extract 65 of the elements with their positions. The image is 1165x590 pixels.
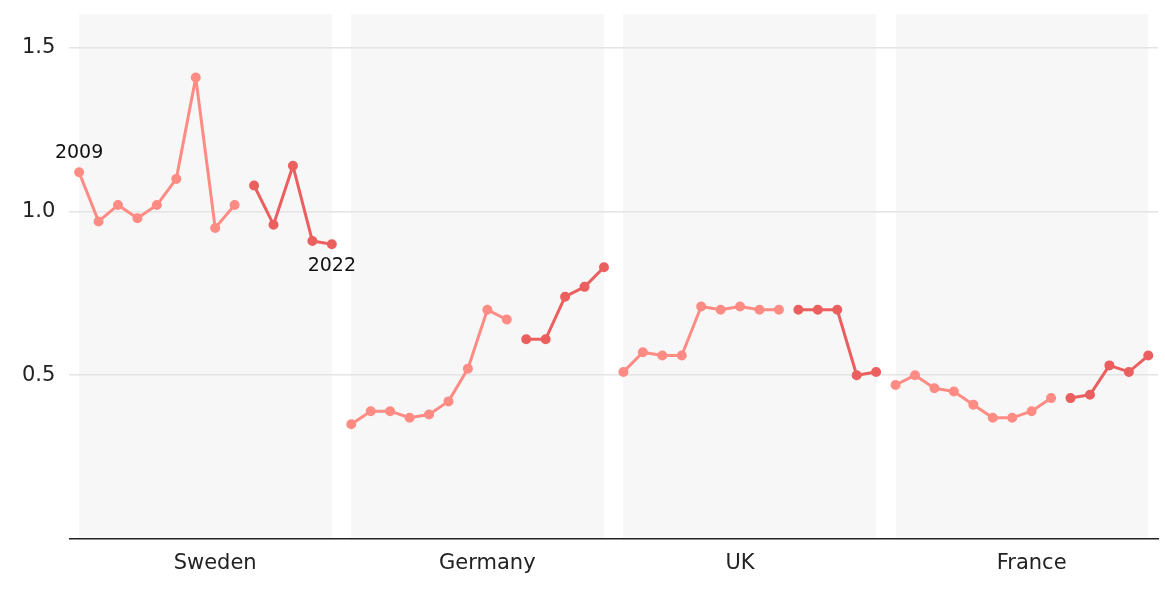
x-tick-label: Germany — [439, 549, 536, 574]
x-tick-label: Sweden — [173, 549, 257, 574]
point — [987, 412, 998, 423]
point — [1084, 389, 1095, 400]
point — [365, 406, 376, 417]
point — [773, 304, 784, 315]
point — [968, 399, 979, 410]
point — [443, 396, 454, 407]
y-tick-label: 1.5 — [21, 34, 56, 59]
x-tick-label: UK — [725, 549, 756, 574]
point — [501, 314, 512, 325]
point — [326, 239, 337, 250]
x-tick-label: France — [996, 549, 1067, 574]
point — [1046, 393, 1057, 404]
point — [560, 291, 571, 302]
point — [1104, 360, 1115, 371]
point — [1123, 366, 1134, 377]
point — [618, 366, 629, 377]
annotation: 2009 — [54, 139, 104, 162]
point — [754, 304, 765, 315]
point — [190, 72, 201, 83]
point — [424, 409, 435, 420]
point — [249, 180, 260, 191]
point — [929, 383, 940, 394]
point — [598, 262, 609, 273]
y-tick-label: 0.5 — [21, 361, 56, 386]
point — [210, 222, 221, 233]
point — [948, 386, 959, 397]
point — [404, 412, 415, 423]
point — [171, 173, 182, 184]
point — [657, 350, 668, 361]
point — [346, 419, 357, 430]
point — [1143, 350, 1154, 361]
y-tick-label: 1.0 — [21, 198, 56, 223]
point — [540, 334, 551, 345]
point — [676, 350, 687, 361]
point — [385, 406, 396, 417]
point — [735, 301, 746, 312]
point — [851, 370, 862, 381]
point — [871, 366, 882, 377]
point — [637, 347, 648, 358]
point — [696, 301, 707, 312]
point — [910, 370, 921, 381]
point — [462, 363, 473, 374]
point — [1065, 393, 1076, 404]
point — [74, 167, 85, 178]
point — [890, 380, 901, 391]
point — [268, 219, 279, 230]
point — [832, 304, 843, 315]
point — [482, 304, 493, 315]
point — [1026, 406, 1037, 417]
point — [287, 160, 298, 171]
point — [151, 200, 162, 211]
point — [521, 334, 532, 345]
point — [812, 304, 823, 315]
point — [579, 281, 590, 292]
point — [132, 213, 143, 224]
point — [93, 216, 104, 227]
point — [793, 304, 804, 315]
point — [229, 200, 240, 211]
annotation: 2022 — [307, 252, 357, 275]
point — [113, 200, 123, 211]
point — [715, 304, 726, 315]
point — [1007, 412, 1018, 423]
point — [307, 236, 318, 247]
